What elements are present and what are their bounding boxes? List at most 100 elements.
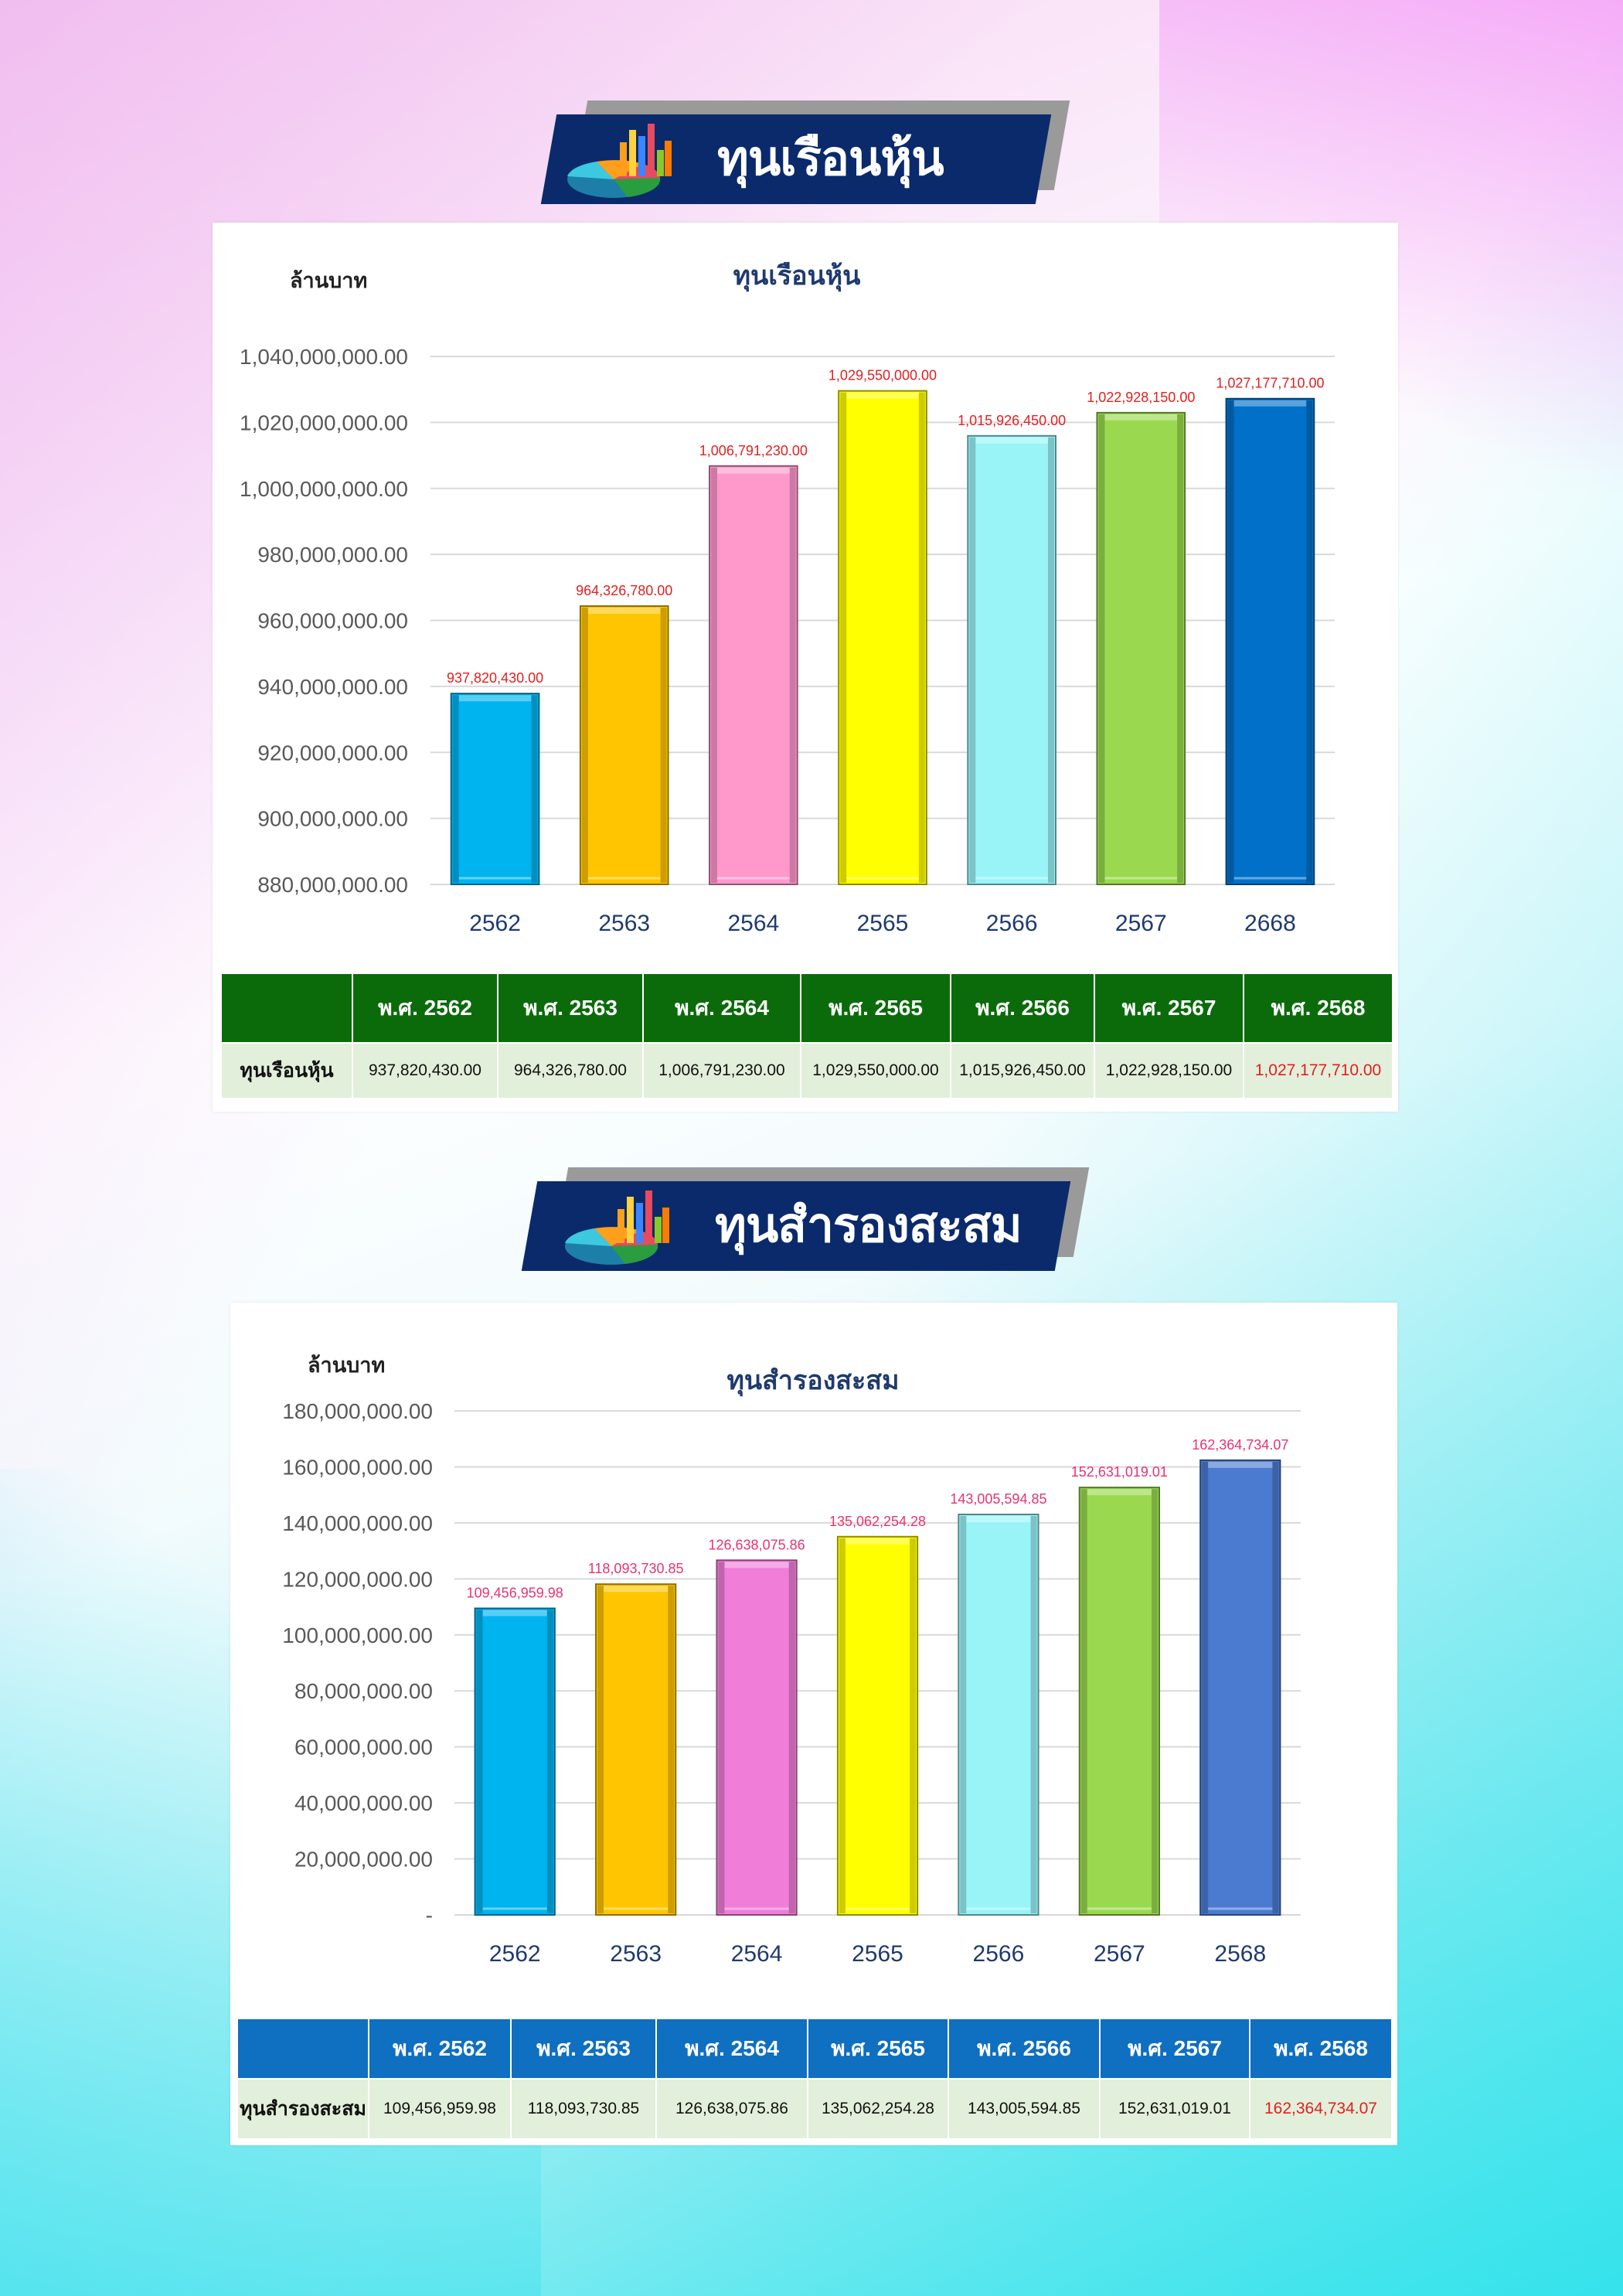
x-tick-label: 2564: [727, 911, 779, 936]
data-label: 135,062,254.28: [829, 1514, 926, 1529]
table-header-row: พ.ศ. 2562 พ.ศ. 2563 พ.ศ. 2564 พ.ศ. 2565 …: [220, 973, 1393, 1044]
x-tick-label: 2563: [610, 1941, 662, 1967]
data-label: 152,631,019.01: [1071, 1464, 1168, 1480]
x-tick-label: 2562: [489, 1941, 541, 1967]
y-tick-label: 1,020,000,000.00: [240, 410, 408, 434]
chart-title: ทุนเรือนหุ้น: [733, 261, 861, 292]
table-row: ทุนสำรองสะสม 109,456,959.98 118,093,730.…: [236, 2078, 1393, 2140]
table-cell: 1,022,928,150.00: [1094, 1042, 1244, 1099]
data-label: 1,015,926,450.00: [958, 413, 1066, 428]
y-tick-label: -: [426, 1903, 433, 1927]
table-header-cell: พ.ศ. 2562: [368, 2018, 512, 2080]
y-tick-label: 60,000,000.00: [294, 1736, 433, 1759]
table-cell: 1,006,791,230.00: [642, 1042, 801, 1099]
bar: [1078, 1487, 1160, 1916]
bar: [579, 605, 669, 885]
bar: [709, 465, 798, 885]
data-label: 126,638,075.86: [709, 1537, 805, 1552]
bar: [1225, 397, 1315, 885]
table-header-cell: พ.ศ. 2568: [1243, 973, 1393, 1044]
data-label: 118,093,730.85: [588, 1561, 684, 1576]
x-tick-label: 2565: [852, 1941, 903, 1967]
x-tick-label: 2567: [1094, 1941, 1145, 1967]
table-header-cell: พ.ศ. 2563: [497, 973, 644, 1044]
table-cell-highlight: 1,027,177,710.00: [1243, 1042, 1393, 1099]
table-cell: 964,326,780.00: [497, 1042, 644, 1099]
table-cell: 1,029,550,000.00: [800, 1042, 951, 1099]
y-tick-label: 920,000,000.00: [257, 741, 408, 765]
data-label: 143,005,594.85: [950, 1491, 1046, 1507]
y-tick-label: 940,000,000.00: [257, 675, 408, 699]
x-tick-label: 2567: [1115, 911, 1167, 936]
bar-chart-share-capital: ล้านบาท ทุนเรือนหุ้น 880,000,000.00 900,000…: [240, 261, 1335, 936]
y-tick-label: 140,000,000.00: [282, 1511, 433, 1535]
y-unit-label: ล้านบาท: [290, 269, 367, 292]
chart-pie-icon: [567, 124, 672, 198]
chart-pie-icon: [565, 1191, 669, 1265]
x-tick-label: 2564: [731, 1941, 783, 1967]
data-label: 937,820,430.00: [447, 670, 543, 686]
section-banner-share-capital: ทุนเรือนหุ้น: [540, 100, 1070, 204]
banner-title: ทุนเรือนหุ้น: [717, 132, 944, 186]
chart-panel-share-capital: ล้านบาท ทุนเรือนหุ้น 880,000,000.00 900,000…: [213, 223, 1398, 1112]
table-cell: 143,005,594.85: [948, 2078, 1101, 2140]
data-label: 1,022,928,150.00: [1087, 390, 1195, 405]
table-cell: 152,631,019.01: [1099, 2078, 1250, 2140]
chart-panel-reserve-fund: ล้านบาททุนสำรองสะสม - 20,000,000.00 40,000,…: [230, 1303, 1397, 2145]
table-cell: 937,820,430.00: [352, 1042, 498, 1099]
bar: [474, 1607, 556, 1916]
x-tick-label: 2568: [1214, 1941, 1266, 1967]
table-header-cell: พ.ศ. 2564: [655, 2018, 808, 2080]
x-tick-label: 2565: [857, 911, 909, 936]
x-tick-label: 2562: [469, 911, 521, 936]
bar: [595, 1583, 677, 1916]
table-cell: 1,015,926,450.00: [950, 1042, 1095, 1099]
y-tick-label: 40,000,000.00: [294, 1791, 433, 1815]
table-cell-highlight: 162,364,734.07: [1249, 2078, 1393, 2140]
table-header-row: พ.ศ. 2562 พ.ศ. 2563 พ.ศ. 2564 พ.ศ. 2565 …: [236, 2018, 1393, 2080]
banner-title: ทุนสำรองสะสม: [715, 1199, 1022, 1252]
table-header-cell: พ.ศ. 2564: [642, 973, 801, 1044]
x-tick-label: 2563: [598, 911, 650, 936]
section-banner-reserve-fund: ทุนสำรองสะสม: [521, 1167, 1090, 1271]
bar: [450, 693, 540, 885]
x-tick-label: 2668: [1244, 911, 1296, 936]
table-header-cell: พ.ศ. 2568: [1249, 2018, 1393, 2080]
table-header-cell: [220, 973, 353, 1044]
y-tick-label: 1,000,000,000.00: [240, 477, 408, 501]
table-header-cell: พ.ศ. 2567: [1099, 2018, 1250, 2080]
y-unit-label: ล้านบาท: [308, 1354, 385, 1377]
table-row: ทุนเรือนหุ้น 937,820,430.00 964,326,780.…: [220, 1042, 1393, 1099]
y-tick-label: 20,000,000.00: [294, 1848, 433, 1872]
data-label: 1,006,791,230.00: [699, 443, 808, 458]
x-tick-label: 2566: [973, 1941, 1025, 1967]
data-label: 1,029,550,000.00: [829, 368, 937, 383]
y-tick-label: 100,000,000.00: [282, 1623, 433, 1647]
data-label: 1,027,177,710.00: [1216, 376, 1324, 391]
table-cell: 118,093,730.85: [510, 2078, 657, 2140]
data-label: 109,456,959.98: [467, 1586, 563, 1601]
data-label: 964,326,780.00: [576, 583, 672, 598]
y-tick-label: 900,000,000.00: [257, 807, 408, 831]
y-tick-label: 960,000,000.00: [257, 609, 408, 633]
data-table-share-capital: พ.ศ. 2562 พ.ศ. 2563 พ.ศ. 2564 พ.ศ. 2565 …: [220, 973, 1393, 1099]
table-header-cell: พ.ศ. 2566: [950, 973, 1095, 1044]
table-header-cell: พ.ศ. 2565: [800, 973, 951, 1044]
table-header-cell: พ.ศ. 2566: [948, 2018, 1101, 2080]
table-row-label: ทุนเรือนหุ้น: [220, 1042, 353, 1099]
bar: [838, 390, 927, 885]
data-table-reserve-fund: พ.ศ. 2562 พ.ศ. 2563 พ.ศ. 2564 พ.ศ. 2565 …: [236, 2018, 1393, 2140]
y-tick-label: 180,000,000.00: [282, 1399, 433, 1423]
table-row-label: ทุนสำรองสะสม: [236, 2078, 369, 2140]
y-tick-label: 160,000,000.00: [282, 1455, 433, 1479]
y-tick-label: 120,000,000.00: [282, 1567, 433, 1591]
table-header-cell: พ.ศ. 2562: [352, 973, 498, 1044]
bar: [967, 434, 1056, 885]
table-cell: 126,638,075.86: [655, 2078, 808, 2140]
bar: [716, 1559, 798, 1916]
y-tick-label: 80,000,000.00: [294, 1679, 433, 1703]
y-tick-label: 880,000,000.00: [257, 873, 408, 897]
data-label: 162,364,734.07: [1192, 1437, 1288, 1453]
bar: [836, 1535, 919, 1916]
